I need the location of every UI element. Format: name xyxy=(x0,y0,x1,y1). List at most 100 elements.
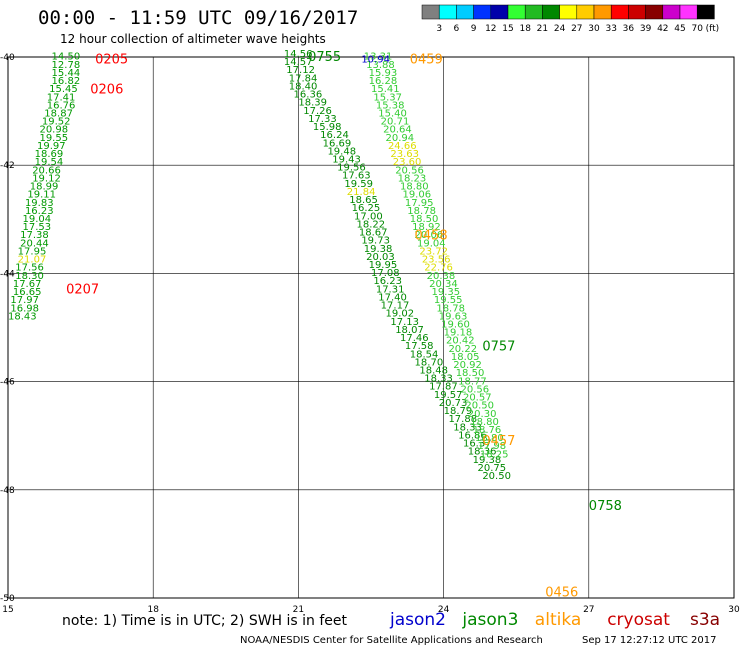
legend-altika: altika xyxy=(535,610,582,630)
swh-value: 12.78 xyxy=(52,60,81,71)
scale-label: 33 xyxy=(605,24,616,34)
scale-swatch xyxy=(507,4,526,20)
swh-value: 18.54 xyxy=(410,349,439,360)
x-tick-label: 30 xyxy=(728,605,740,615)
swh-value: 19.60 xyxy=(441,320,470,331)
x-tick-label: 24 xyxy=(438,605,450,615)
pass-time-label: 0757 xyxy=(482,339,515,354)
swh-value: 17.13 xyxy=(390,317,419,328)
scale-swatch xyxy=(662,4,681,20)
swh-value: 17.97 xyxy=(10,295,39,306)
scale-swatch xyxy=(610,4,629,20)
scale-label: 6 xyxy=(454,24,460,34)
swh-value: 18.43 xyxy=(8,311,37,322)
x-tick-label: 15 xyxy=(2,605,13,615)
chart-subtitle: 12 hour collection of altimeter wave hei… xyxy=(60,32,326,46)
swh-value: 18.39 xyxy=(298,98,327,109)
swh-value: 13.88 xyxy=(366,60,395,71)
legend-jason3: jason3 xyxy=(461,610,518,630)
swh-value: 18.48 xyxy=(419,365,448,376)
swh-value: 18.69 xyxy=(35,149,64,160)
swh-value: 17.38 xyxy=(20,230,49,241)
swh-value: 17.08 xyxy=(371,268,400,279)
legend-cryosat: cryosat xyxy=(607,610,670,630)
footer-timestamp: Sep 17 12:27:12 UTC 2017 xyxy=(582,635,716,646)
swh-value: 19.55 xyxy=(39,133,68,144)
swh-value: 18.78 xyxy=(436,303,465,314)
swh-value: 18.67 xyxy=(359,228,388,239)
swh-value: 16.28 xyxy=(369,76,398,87)
swh-value: 18.33 xyxy=(424,374,453,385)
scale-label: 27 xyxy=(571,24,582,34)
swh-value: 19.97 xyxy=(37,141,66,152)
swh-value: 19.73 xyxy=(361,236,390,247)
scale-swatch xyxy=(576,4,595,20)
scale-label: 12 xyxy=(485,24,496,34)
swh-value: 14.56 xyxy=(284,49,313,60)
swh-value: 23.56 xyxy=(422,255,451,266)
pass-time-label: 0459 xyxy=(410,53,443,68)
scale-label: 3 xyxy=(436,24,442,34)
swh-value: 20.75 xyxy=(477,463,506,474)
swh-value: 18.50 xyxy=(456,368,485,379)
scale-swatch xyxy=(679,4,698,20)
swh-value: 16.37 xyxy=(463,439,492,450)
swh-value: 20.38 xyxy=(427,271,456,282)
swh-value: 20.92 xyxy=(453,360,482,371)
pass-time-label: 0457 xyxy=(482,434,515,449)
swh-value: 15.41 xyxy=(371,84,400,95)
swh-value: 18.25 xyxy=(480,449,509,460)
y-tick-label: -42 xyxy=(0,161,15,171)
plot-frame xyxy=(7,56,735,599)
swh-value: 17.40 xyxy=(378,292,407,303)
swh-value: 17.95 xyxy=(405,198,434,209)
swh-value: 20.56 xyxy=(395,165,424,176)
swh-value: 16.98 xyxy=(10,303,39,314)
scale-swatch xyxy=(524,4,543,20)
swh-value: 14.50 xyxy=(52,52,81,63)
pass-time-label: 0458 xyxy=(415,229,448,244)
data-points: 14.5012.7815.4416.8215.4517.4116.7618.87… xyxy=(8,49,511,482)
swh-value: 20.50 xyxy=(482,471,511,482)
swh-value: 23.60 xyxy=(393,157,422,168)
swh-value: 18.87 xyxy=(44,109,73,120)
swh-value: 19.63 xyxy=(439,311,468,322)
x-tick-label: 21 xyxy=(293,605,304,615)
note-text: note: 1) Time is in UTC; 2) SWH is in fe… xyxy=(62,613,348,629)
swh-value: 17.56 xyxy=(15,263,44,274)
swh-value: 19.57 xyxy=(434,390,463,401)
swh-value: 19.52 xyxy=(42,117,71,128)
swh-value: 18.36 xyxy=(468,447,497,458)
color-scale-bar: 3 6 9 12 15 18 21 24 27 30 33 36 39 42 45 70 (ft) xyxy=(421,4,719,34)
swh-value: 17.95 xyxy=(18,246,47,257)
scale-label: 45 xyxy=(674,24,685,34)
grid xyxy=(8,57,734,598)
swh-value: 20.30 xyxy=(468,409,497,420)
swh-value: 18.07 xyxy=(395,325,424,336)
swh-value: 19.56 xyxy=(337,163,366,174)
scale-swatch xyxy=(593,4,612,20)
swh-value: 18.80 xyxy=(470,417,499,428)
x-tick-label: 18 xyxy=(147,605,159,615)
swh-value: 20.34 xyxy=(429,279,458,290)
swh-value: 19.04 xyxy=(417,238,446,249)
y-tick-label: -44 xyxy=(0,269,15,279)
swh-value: 15.38 xyxy=(376,100,405,111)
swh-value: 17.53 xyxy=(23,222,52,233)
swh-value: 16.36 xyxy=(294,90,323,101)
time-labels: 0205 0206 0207 0755 0459 0458 0757 0457 0758 0456 xyxy=(66,50,622,601)
swh-value: 20.44 xyxy=(20,238,49,249)
swh-value: 18.40 xyxy=(289,81,318,92)
swh-value: 16.69 xyxy=(323,138,352,149)
swh-value: 24.66 xyxy=(388,141,417,152)
swh-value: 19.02 xyxy=(386,309,415,320)
pass-time-label: 0205 xyxy=(95,53,128,68)
swh-value: 15.40 xyxy=(378,109,407,120)
scale-label: 21 xyxy=(537,24,548,34)
swh-value: 16.86 xyxy=(458,430,487,441)
swh-value: 19.95 xyxy=(369,260,398,271)
swh-value: 13.31 xyxy=(364,52,393,63)
swh-value: 20.71 xyxy=(381,117,410,128)
swh-value: 19.43 xyxy=(332,154,361,165)
swh-value: 15.45 xyxy=(49,84,78,95)
